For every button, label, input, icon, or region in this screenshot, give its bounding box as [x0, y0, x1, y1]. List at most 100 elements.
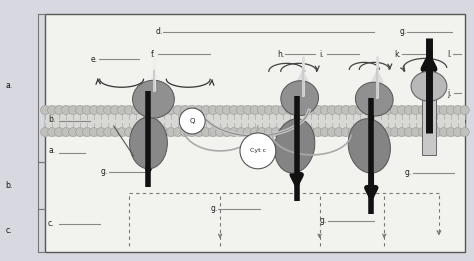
Circle shape	[411, 128, 420, 137]
Circle shape	[110, 106, 119, 115]
Circle shape	[244, 128, 252, 137]
Circle shape	[55, 106, 64, 115]
Circle shape	[257, 128, 266, 137]
Circle shape	[201, 128, 210, 137]
Circle shape	[82, 128, 91, 137]
Circle shape	[292, 106, 301, 115]
Circle shape	[216, 106, 224, 115]
Circle shape	[356, 106, 365, 115]
Text: g.: g.	[101, 167, 108, 176]
Circle shape	[334, 106, 343, 115]
Circle shape	[313, 106, 322, 115]
Ellipse shape	[356, 82, 393, 116]
Ellipse shape	[129, 117, 167, 169]
Circle shape	[209, 128, 218, 137]
Circle shape	[159, 128, 168, 137]
Ellipse shape	[133, 80, 174, 118]
Text: g.: g.	[210, 204, 218, 213]
Circle shape	[181, 128, 190, 137]
Text: g.: g.	[399, 27, 406, 36]
Circle shape	[75, 128, 84, 137]
Text: f.: f.	[150, 50, 155, 59]
Bar	[45, 105, 465, 137]
Circle shape	[306, 106, 315, 115]
Circle shape	[383, 106, 392, 115]
Circle shape	[300, 106, 309, 115]
Circle shape	[181, 106, 190, 115]
Circle shape	[383, 128, 392, 137]
Ellipse shape	[348, 119, 391, 173]
Circle shape	[41, 128, 49, 137]
Circle shape	[82, 106, 91, 115]
Text: b.: b.	[5, 181, 12, 190]
Circle shape	[194, 106, 203, 115]
Circle shape	[376, 128, 385, 137]
Circle shape	[348, 106, 357, 115]
Text: b.: b.	[48, 115, 55, 123]
Circle shape	[103, 106, 112, 115]
Circle shape	[166, 106, 175, 115]
Circle shape	[404, 128, 413, 137]
Circle shape	[173, 128, 182, 137]
Circle shape	[173, 106, 182, 115]
Circle shape	[447, 128, 455, 137]
Circle shape	[285, 128, 294, 137]
Text: a.: a.	[48, 146, 55, 155]
Circle shape	[334, 128, 343, 137]
Circle shape	[159, 106, 168, 115]
Circle shape	[320, 106, 329, 115]
Text: c.: c.	[5, 226, 12, 235]
Circle shape	[439, 106, 448, 115]
Circle shape	[90, 128, 99, 137]
Text: i.: i.	[319, 50, 324, 59]
Circle shape	[209, 106, 218, 115]
Circle shape	[432, 128, 441, 137]
Text: a.: a.	[5, 81, 12, 90]
Circle shape	[369, 128, 378, 137]
Circle shape	[391, 128, 399, 137]
Circle shape	[222, 128, 231, 137]
Circle shape	[397, 128, 406, 137]
Circle shape	[250, 128, 259, 137]
Text: g.: g.	[405, 168, 412, 177]
Circle shape	[341, 128, 350, 137]
Circle shape	[439, 128, 448, 137]
Circle shape	[47, 128, 56, 137]
Circle shape	[278, 106, 287, 115]
Circle shape	[411, 106, 420, 115]
Circle shape	[55, 128, 64, 137]
Circle shape	[244, 106, 252, 115]
Circle shape	[237, 106, 246, 115]
Circle shape	[341, 106, 350, 115]
Circle shape	[103, 128, 112, 137]
Text: e.: e.	[91, 55, 98, 64]
Circle shape	[153, 128, 162, 137]
Circle shape	[453, 128, 462, 137]
Text: Cyt c: Cyt c	[250, 149, 266, 153]
Circle shape	[397, 106, 406, 115]
Ellipse shape	[411, 71, 447, 101]
Text: l.: l.	[447, 50, 452, 59]
Circle shape	[90, 106, 99, 115]
Circle shape	[348, 128, 357, 137]
Text: c.: c.	[48, 219, 55, 228]
Text: Q: Q	[190, 118, 195, 124]
Text: d.: d.	[155, 27, 163, 36]
Text: g.: g.	[319, 216, 327, 225]
Circle shape	[362, 106, 371, 115]
Circle shape	[41, 106, 49, 115]
Circle shape	[306, 128, 315, 137]
Circle shape	[146, 106, 155, 115]
Circle shape	[278, 128, 287, 137]
Circle shape	[272, 128, 280, 137]
Circle shape	[69, 106, 77, 115]
Circle shape	[362, 128, 371, 137]
Text: h.: h.	[277, 50, 284, 59]
Circle shape	[328, 106, 337, 115]
Circle shape	[201, 106, 210, 115]
Circle shape	[125, 128, 134, 137]
Circle shape	[118, 128, 127, 137]
Text: j.: j.	[447, 89, 452, 98]
Circle shape	[432, 106, 441, 115]
Circle shape	[229, 128, 238, 137]
